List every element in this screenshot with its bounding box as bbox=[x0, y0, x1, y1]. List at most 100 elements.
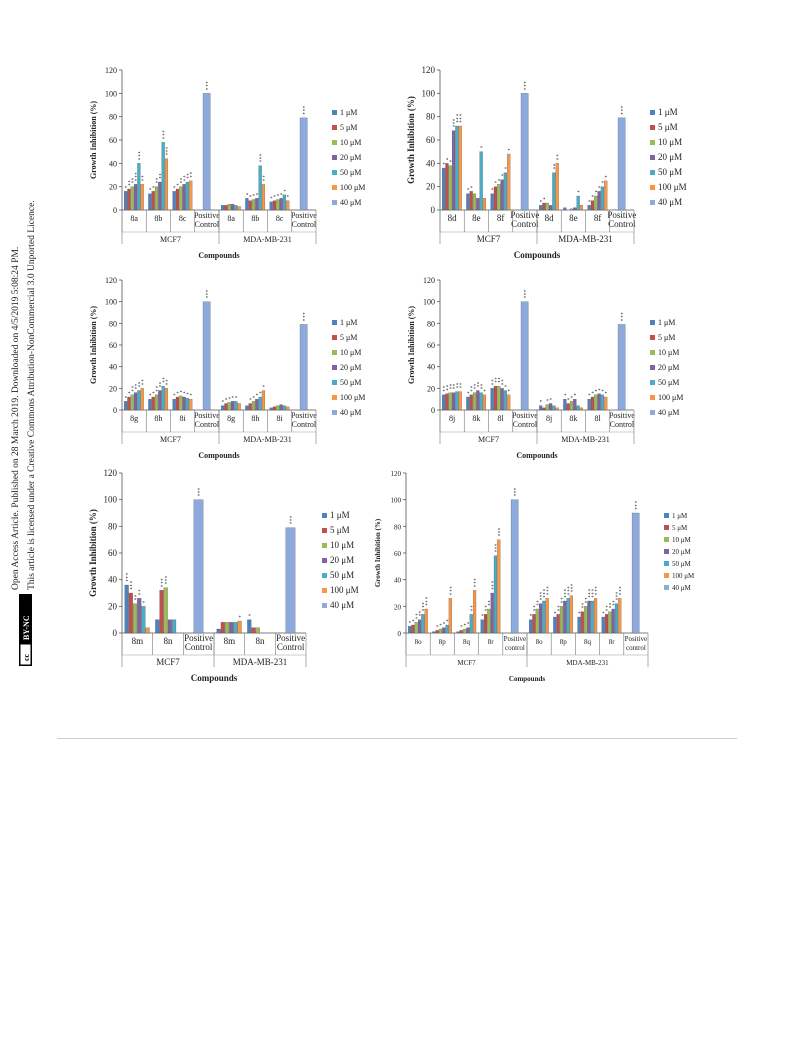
bar bbox=[473, 590, 477, 634]
y-axis-label: Growth Inhibition (%) bbox=[88, 509, 98, 597]
significance-star: * bbox=[138, 382, 141, 387]
group-label: MDA-MB-231 bbox=[243, 235, 291, 244]
bar bbox=[497, 539, 501, 634]
chart-panel-8g-8i: 0 20 40 60 80 100 120 Growth Inhibition (%) * * * *… bbox=[82, 272, 382, 462]
significance-star: * bbox=[619, 590, 622, 595]
significance-star: * bbox=[152, 392, 155, 397]
significance-star: * bbox=[165, 154, 168, 159]
significance-star: * bbox=[578, 612, 581, 617]
significance-star: * bbox=[303, 313, 306, 318]
bar bbox=[600, 186, 604, 211]
bar bbox=[617, 117, 626, 211]
legend-label: 20 μM bbox=[658, 152, 682, 162]
significance-star: * bbox=[612, 604, 615, 609]
y-tick-label: 100 bbox=[105, 298, 117, 307]
category-label: control bbox=[505, 644, 525, 652]
bar bbox=[631, 512, 640, 634]
bar bbox=[158, 181, 162, 211]
bar bbox=[452, 392, 456, 411]
bar bbox=[510, 499, 519, 634]
significance-star: * bbox=[125, 186, 128, 191]
y-tick-label: 40 bbox=[426, 158, 436, 168]
category-label: Control bbox=[195, 420, 220, 429]
significance-star: * bbox=[206, 290, 209, 295]
bar bbox=[272, 406, 277, 411]
y-axis-label: Growth Inhibition (%) bbox=[374, 518, 382, 587]
bar bbox=[255, 399, 259, 411]
category-label: Positive bbox=[194, 211, 220, 220]
group-label: MDA-MB-231 bbox=[243, 435, 291, 444]
legend-swatch bbox=[322, 528, 327, 533]
bar bbox=[124, 191, 128, 211]
y-axis-label: Growth Inhibition (%) bbox=[407, 306, 416, 384]
bar bbox=[493, 555, 498, 634]
bar bbox=[601, 616, 605, 634]
significance-star: * bbox=[443, 163, 446, 168]
significance-star: * bbox=[543, 590, 546, 595]
significance-star: * bbox=[553, 164, 556, 169]
legend-label: 20 μM bbox=[658, 363, 679, 372]
significance-star: * bbox=[494, 381, 497, 386]
bar bbox=[216, 628, 221, 634]
significance-star: * bbox=[412, 620, 415, 625]
bar bbox=[172, 399, 176, 411]
significance-star: * bbox=[449, 388, 452, 393]
significance-star: * bbox=[152, 186, 155, 191]
significance-star: * bbox=[621, 113, 624, 118]
bar bbox=[529, 619, 533, 634]
category-label: Positive bbox=[609, 411, 635, 420]
legend-label: 100 μM bbox=[658, 393, 683, 402]
bar bbox=[251, 199, 256, 211]
y-tick-label: 20 bbox=[427, 384, 435, 393]
legend-swatch bbox=[332, 110, 337, 115]
license-line-1: Open Access Article. Published on 28 Mar… bbox=[11, 247, 21, 590]
significance-star: * bbox=[567, 587, 570, 592]
significance-star: * bbox=[135, 173, 138, 178]
bar bbox=[455, 125, 459, 211]
significance-star: * bbox=[570, 396, 573, 401]
significance-star: * bbox=[546, 587, 549, 592]
chart-panel-8a-8c: 0 20 40 60 80 100 120 Growth Inhibition (%) * * * *… bbox=[82, 62, 382, 262]
bar bbox=[164, 158, 169, 211]
bar bbox=[448, 392, 452, 411]
legend-swatch bbox=[664, 525, 669, 530]
bar bbox=[553, 616, 557, 634]
significance-star: * bbox=[595, 590, 598, 595]
bar bbox=[224, 205, 228, 211]
significance-star: * bbox=[262, 386, 265, 391]
significance-star: * bbox=[249, 399, 252, 404]
significance-star: * bbox=[446, 386, 449, 391]
legend-swatch bbox=[664, 561, 669, 566]
legend-label: 40 μM bbox=[330, 600, 354, 610]
significance-star: * bbox=[248, 615, 251, 620]
bar bbox=[466, 193, 470, 211]
significance-star: * bbox=[574, 394, 577, 399]
significance-star: * bbox=[557, 609, 560, 614]
category-label: Control bbox=[513, 420, 538, 429]
category-label: 8c bbox=[276, 214, 284, 223]
significance-star: * bbox=[602, 612, 605, 617]
significance-star: * bbox=[162, 137, 165, 142]
bar bbox=[202, 93, 211, 211]
significance-star: * bbox=[508, 149, 511, 154]
y-tick-label: 120 bbox=[105, 276, 117, 285]
legend-swatch bbox=[650, 200, 655, 205]
legend-label: 40 μM bbox=[340, 198, 361, 207]
bar bbox=[503, 172, 507, 211]
legend-swatch bbox=[332, 155, 337, 160]
legend-swatch bbox=[650, 125, 655, 130]
bar bbox=[258, 396, 262, 411]
bar bbox=[597, 191, 601, 211]
category-label: 8i bbox=[277, 414, 284, 423]
bar bbox=[539, 205, 543, 211]
significance-star: * bbox=[470, 606, 473, 611]
category-label: 8e bbox=[472, 213, 481, 223]
significance-star: * bbox=[176, 184, 179, 189]
significance-star: * bbox=[543, 596, 546, 601]
significance-star: * bbox=[206, 297, 209, 302]
bar bbox=[483, 614, 488, 634]
significance-star: * bbox=[206, 82, 209, 87]
legend-swatch bbox=[664, 513, 669, 518]
legend-label: 100 μM bbox=[340, 183, 365, 192]
